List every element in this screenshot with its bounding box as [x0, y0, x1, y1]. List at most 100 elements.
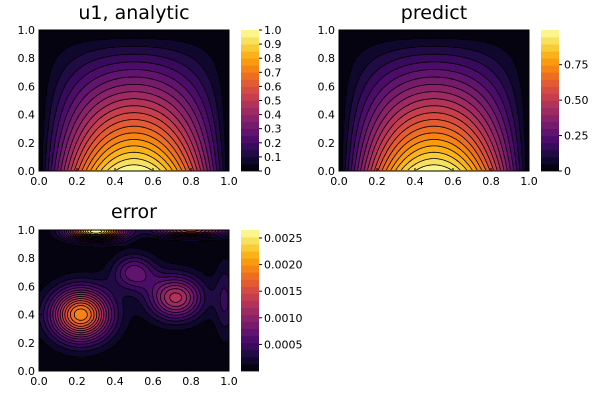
contour-cell: [187, 80, 190, 83]
contour-cell: [203, 124, 206, 127]
contour-cell: [147, 64, 150, 67]
contour-cell: [65, 54, 68, 57]
contour-cell: [221, 116, 224, 119]
contour-cell: [161, 62, 164, 65]
contour-cell: [171, 56, 174, 59]
contour-cell: [43, 96, 46, 99]
contour-cell: [147, 102, 150, 105]
contour-cell: [135, 56, 138, 59]
contour-cell: [189, 110, 192, 113]
contour-cell: [199, 86, 202, 89]
contour-cell: [183, 80, 186, 83]
contour-cell: [53, 86, 56, 89]
contour-cell: [205, 44, 208, 47]
contour-cell: [159, 102, 162, 105]
contour-cell: [151, 58, 154, 61]
contour-cell: [219, 90, 222, 93]
contour-cell: [195, 48, 198, 51]
contour-cell: [167, 34, 170, 37]
contour-cell: [99, 126, 102, 129]
contour-cell: [193, 54, 196, 57]
contour-cell: [195, 132, 198, 135]
contour-cell: [49, 104, 52, 107]
contour-cell: [133, 62, 136, 65]
contour-cell: [73, 96, 76, 99]
contour-cell: [117, 74, 120, 77]
contour-cell: [153, 110, 156, 113]
contour-cell: [159, 92, 162, 95]
contour-cell: [195, 90, 198, 93]
contour-cell: [111, 40, 114, 43]
contour-cell: [221, 80, 224, 83]
contour-cell: [215, 46, 218, 49]
contour-cell: [51, 116, 54, 119]
contour-cell: [147, 116, 150, 119]
contour-cell: [129, 100, 132, 103]
contour-cell: [177, 96, 180, 99]
contour-cell: [97, 120, 100, 123]
contour-cell: [69, 58, 72, 61]
contour-cell: [119, 126, 122, 129]
contour-cell: [151, 76, 154, 79]
contour-cell: [79, 56, 82, 59]
contour-cell: [61, 134, 64, 137]
contour-cell: [215, 116, 218, 119]
contour-cell: [71, 38, 74, 41]
contour-cell: [109, 60, 112, 63]
contour-cell: [93, 110, 96, 113]
contour-cell: [89, 114, 92, 117]
contour-cell: [95, 114, 98, 117]
contour-cell: [171, 100, 174, 103]
contour-cell: [205, 98, 208, 101]
contour-cell: [53, 78, 56, 81]
contour-cell: [217, 48, 220, 51]
contour-cell: [155, 70, 158, 73]
contour-cell: [123, 76, 126, 79]
contour-cell: [73, 38, 76, 41]
contour-cell: [113, 30, 116, 33]
contour-cell: [141, 132, 144, 135]
contour-cell: [131, 56, 134, 59]
contour-cell: [213, 44, 216, 47]
contour-cell: [133, 60, 136, 63]
contour-cell: [179, 84, 182, 87]
contour-cell: [171, 118, 174, 121]
contour-cell: [213, 132, 216, 135]
contour-cell: [175, 34, 178, 37]
contour-cell: [211, 104, 214, 107]
contour-cell: [225, 116, 228, 119]
contour-cell: [151, 74, 154, 77]
contour-cell: [73, 86, 76, 89]
contour-cell: [77, 128, 80, 131]
contour-cell: [149, 126, 152, 129]
contour-cell: [137, 106, 140, 109]
contour-cell: [185, 72, 188, 75]
contour-cell: [95, 100, 98, 103]
contour-cell: [183, 122, 186, 125]
contour-cell: [75, 128, 78, 131]
contour-cell: [211, 90, 214, 93]
contour-cell: [81, 50, 84, 53]
contour-cell: [173, 104, 176, 107]
contour-cell: [99, 90, 102, 93]
contour-cell: [133, 80, 136, 83]
contour-cell: [49, 88, 52, 91]
contour-cell: [141, 54, 144, 57]
contour-cell: [141, 134, 144, 137]
contour-cell: [113, 122, 116, 125]
contour-cell: [213, 52, 216, 55]
contour-cell: [123, 50, 126, 53]
contour-cell: [207, 122, 210, 125]
contour-cell: [149, 122, 152, 125]
contour-cell: [61, 30, 64, 33]
contour-cell: [225, 62, 228, 65]
contour-cell: [161, 100, 164, 103]
contour-cell: [133, 126, 136, 129]
contour-cell: [183, 44, 186, 47]
contour-cell: [147, 88, 150, 91]
panel-analytic: u1, analytic 0.0 0.2 0.4 0.6 0.8 1.0 0.00.20.…: [18, 2, 282, 188]
contour-cell: [147, 74, 150, 77]
contour-cell: [203, 78, 206, 81]
contour-cell: [209, 46, 212, 49]
contour-cell: [201, 124, 204, 127]
